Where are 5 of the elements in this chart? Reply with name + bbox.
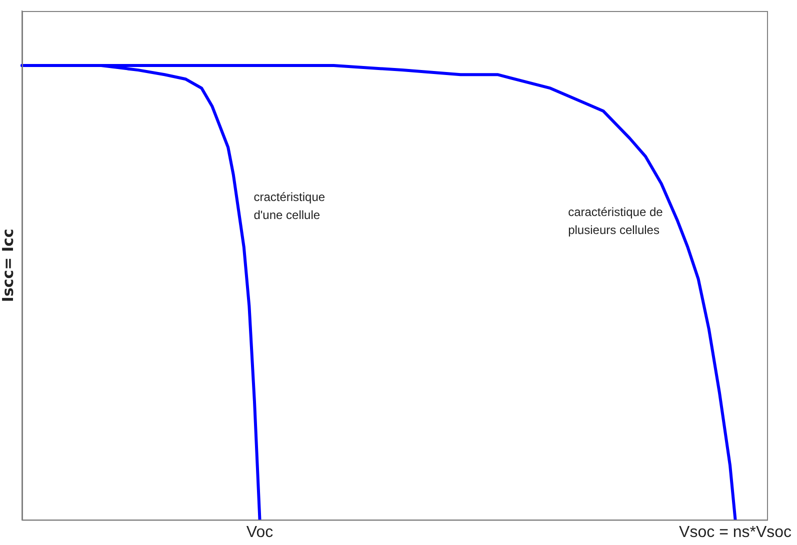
annotation: cractéristique d'une cellule xyxy=(254,190,326,222)
x-tick-label: Vsoc = ns*Vsoc xyxy=(679,524,792,541)
y-axis-title: Iscc= Icc xyxy=(0,228,17,302)
x-tick-label: Voc xyxy=(246,524,274,541)
annotation: caractéristique de plusieurs cellules xyxy=(568,205,664,238)
